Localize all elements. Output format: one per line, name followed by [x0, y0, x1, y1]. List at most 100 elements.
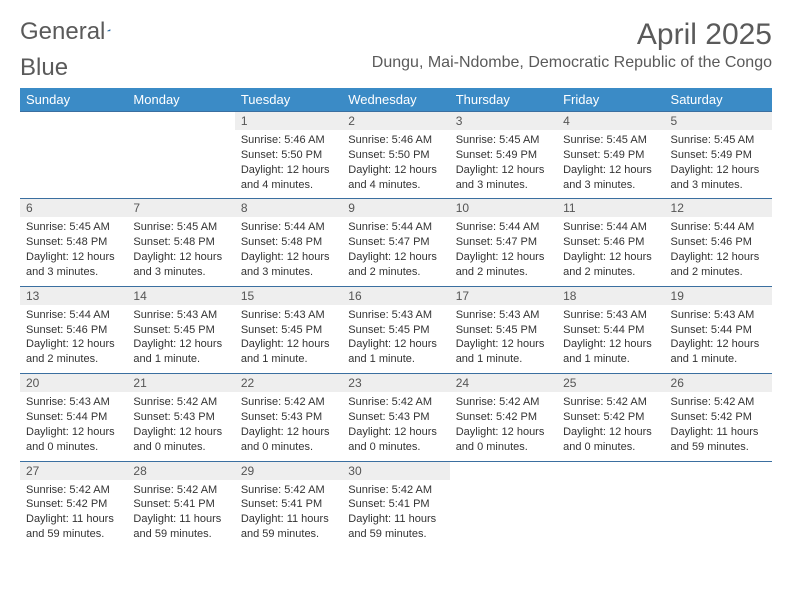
daylight-line: Daylight: 12 hours and 1 minute.	[241, 337, 336, 367]
sunrise-line: Sunrise: 5:42 AM	[133, 483, 228, 498]
logo-text-blue: Blue	[20, 54, 68, 82]
day-header: Wednesday	[342, 88, 449, 112]
day-number-cell: 26	[665, 374, 772, 393]
day-info-cell: Sunrise: 5:42 AMSunset: 5:41 PMDaylight:…	[127, 480, 234, 548]
day-number-cell: 27	[20, 461, 127, 480]
day-info-cell: Sunrise: 5:46 AMSunset: 5:50 PMDaylight:…	[235, 130, 342, 199]
day-number-cell	[450, 461, 557, 480]
sunset-line: Sunset: 5:49 PM	[563, 148, 658, 163]
sunrise-line: Sunrise: 5:43 AM	[26, 395, 121, 410]
daylight-line: Daylight: 12 hours and 2 minutes.	[456, 250, 551, 280]
day-info-cell: Sunrise: 5:43 AMSunset: 5:44 PMDaylight:…	[557, 305, 664, 374]
sunset-line: Sunset: 5:45 PM	[241, 323, 336, 338]
day-header: Monday	[127, 88, 234, 112]
sunset-line: Sunset: 5:42 PM	[26, 497, 121, 512]
day-info-cell: Sunrise: 5:45 AMSunset: 5:49 PMDaylight:…	[450, 130, 557, 199]
sunset-line: Sunset: 5:43 PM	[241, 410, 336, 425]
sunrise-line: Sunrise: 5:45 AM	[26, 220, 121, 235]
day-number-cell: 17	[450, 286, 557, 305]
sunset-line: Sunset: 5:41 PM	[133, 497, 228, 512]
daylight-line: Daylight: 12 hours and 1 minute.	[133, 337, 228, 367]
daylight-line: Daylight: 12 hours and 1 minute.	[671, 337, 766, 367]
sunrise-line: Sunrise: 5:42 AM	[456, 395, 551, 410]
page-title: April 2025	[372, 18, 772, 52]
sunset-line: Sunset: 5:46 PM	[671, 235, 766, 250]
day-info-cell: Sunrise: 5:43 AMSunset: 5:45 PMDaylight:…	[235, 305, 342, 374]
logo-mark-icon	[107, 21, 111, 39]
sunrise-line: Sunrise: 5:45 AM	[133, 220, 228, 235]
sunset-line: Sunset: 5:44 PM	[671, 323, 766, 338]
sunrise-line: Sunrise: 5:42 AM	[241, 483, 336, 498]
logo-text-general: General	[20, 18, 105, 46]
sunset-line: Sunset: 5:42 PM	[456, 410, 551, 425]
daylight-line: Daylight: 12 hours and 1 minute.	[563, 337, 658, 367]
day-number-cell: 19	[665, 286, 772, 305]
daylight-line: Daylight: 12 hours and 2 minutes.	[563, 250, 658, 280]
sunrise-line: Sunrise: 5:42 AM	[671, 395, 766, 410]
calendar-table: SundayMondayTuesdayWednesdayThursdayFrid…	[20, 88, 772, 548]
sunrise-line: Sunrise: 5:44 AM	[456, 220, 551, 235]
sunset-line: Sunset: 5:42 PM	[671, 410, 766, 425]
daylight-line: Daylight: 12 hours and 2 minutes.	[26, 337, 121, 367]
sunset-line: Sunset: 5:50 PM	[348, 148, 443, 163]
day-info-cell: Sunrise: 5:44 AMSunset: 5:46 PMDaylight:…	[665, 217, 772, 286]
day-number-cell: 5	[665, 112, 772, 131]
sunset-line: Sunset: 5:42 PM	[563, 410, 658, 425]
sunrise-line: Sunrise: 5:43 AM	[456, 308, 551, 323]
sunset-line: Sunset: 5:46 PM	[26, 323, 121, 338]
daylight-line: Daylight: 11 hours and 59 minutes.	[348, 512, 443, 542]
sunrise-line: Sunrise: 5:42 AM	[133, 395, 228, 410]
sunrise-line: Sunrise: 5:46 AM	[348, 133, 443, 148]
day-number-cell: 21	[127, 374, 234, 393]
day-header: Sunday	[20, 88, 127, 112]
sunrise-line: Sunrise: 5:43 AM	[563, 308, 658, 323]
day-number-cell: 9	[342, 199, 449, 218]
day-info-cell: Sunrise: 5:42 AMSunset: 5:41 PMDaylight:…	[235, 480, 342, 548]
day-info-cell: Sunrise: 5:46 AMSunset: 5:50 PMDaylight:…	[342, 130, 449, 199]
daylight-line: Daylight: 11 hours and 59 minutes.	[671, 425, 766, 455]
day-info-cell: Sunrise: 5:44 AMSunset: 5:46 PMDaylight:…	[557, 217, 664, 286]
daylight-line: Daylight: 12 hours and 4 minutes.	[241, 163, 336, 193]
day-number-cell: 24	[450, 374, 557, 393]
sunrise-line: Sunrise: 5:45 AM	[563, 133, 658, 148]
day-number-cell: 7	[127, 199, 234, 218]
sunrise-line: Sunrise: 5:42 AM	[348, 395, 443, 410]
day-number-cell: 3	[450, 112, 557, 131]
daylight-line: Daylight: 12 hours and 0 minutes.	[26, 425, 121, 455]
sunset-line: Sunset: 5:49 PM	[456, 148, 551, 163]
sunset-line: Sunset: 5:45 PM	[456, 323, 551, 338]
daylight-line: Daylight: 12 hours and 0 minutes.	[456, 425, 551, 455]
sunrise-line: Sunrise: 5:43 AM	[671, 308, 766, 323]
day-info-cell	[20, 130, 127, 199]
sunrise-line: Sunrise: 5:44 AM	[241, 220, 336, 235]
day-header: Tuesday	[235, 88, 342, 112]
day-number-cell: 23	[342, 374, 449, 393]
day-info-cell	[557, 480, 664, 548]
sunset-line: Sunset: 5:48 PM	[241, 235, 336, 250]
daylight-line: Daylight: 12 hours and 2 minutes.	[348, 250, 443, 280]
day-info-cell: Sunrise: 5:44 AMSunset: 5:46 PMDaylight:…	[20, 305, 127, 374]
day-header: Friday	[557, 88, 664, 112]
day-info-cell: Sunrise: 5:42 AMSunset: 5:43 PMDaylight:…	[127, 392, 234, 461]
day-number-cell: 11	[557, 199, 664, 218]
day-number-cell: 28	[127, 461, 234, 480]
day-number-cell: 1	[235, 112, 342, 131]
daylight-line: Daylight: 12 hours and 1 minute.	[348, 337, 443, 367]
daylight-line: Daylight: 12 hours and 2 minutes.	[671, 250, 766, 280]
sunrise-line: Sunrise: 5:44 AM	[348, 220, 443, 235]
day-info-cell: Sunrise: 5:45 AMSunset: 5:48 PMDaylight:…	[127, 217, 234, 286]
daylight-line: Daylight: 12 hours and 3 minutes.	[671, 163, 766, 193]
day-info-cell: Sunrise: 5:42 AMSunset: 5:43 PMDaylight:…	[235, 392, 342, 461]
sunrise-line: Sunrise: 5:43 AM	[241, 308, 336, 323]
sunset-line: Sunset: 5:44 PM	[26, 410, 121, 425]
day-number-cell	[665, 461, 772, 480]
day-number-cell: 6	[20, 199, 127, 218]
daylight-line: Daylight: 12 hours and 0 minutes.	[563, 425, 658, 455]
day-info-cell: Sunrise: 5:44 AMSunset: 5:47 PMDaylight:…	[450, 217, 557, 286]
sunrise-line: Sunrise: 5:42 AM	[348, 483, 443, 498]
location-text: Dungu, Mai-Ndombe, Democratic Republic o…	[372, 54, 772, 72]
sunset-line: Sunset: 5:43 PM	[133, 410, 228, 425]
day-info-cell: Sunrise: 5:45 AMSunset: 5:49 PMDaylight:…	[665, 130, 772, 199]
day-number-cell: 30	[342, 461, 449, 480]
daylight-line: Daylight: 12 hours and 1 minute.	[456, 337, 551, 367]
